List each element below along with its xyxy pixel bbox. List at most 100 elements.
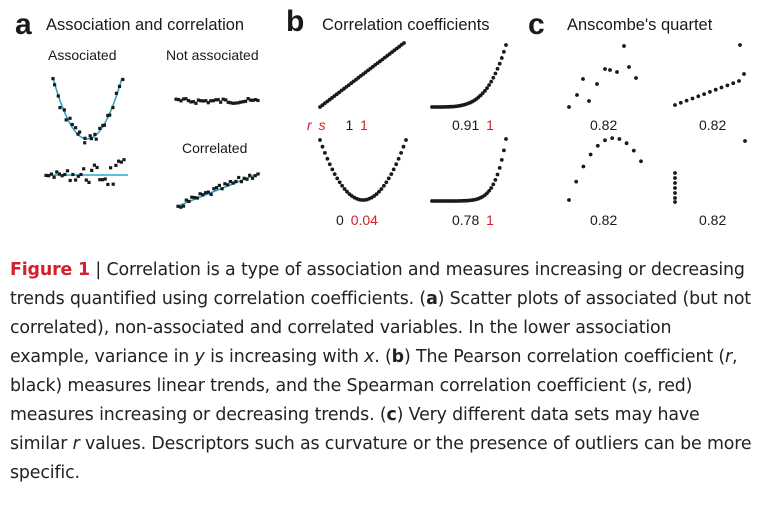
scatter-point: [499, 56, 504, 60]
scatter-point: [504, 43, 508, 47]
scatter-point: [223, 182, 227, 186]
scatter-point: [588, 152, 593, 157]
fit-curve-associated: [52, 77, 123, 140]
scatter-point: [93, 132, 97, 136]
scatter-point: [394, 162, 399, 167]
scatter-point: [404, 138, 408, 142]
scatter-point: [396, 156, 401, 161]
scatter-point: [211, 99, 215, 103]
scatter-point: [241, 100, 245, 104]
scatter-point: [489, 79, 494, 84]
scatter-point: [332, 172, 337, 177]
scatter-point: [242, 176, 246, 180]
scatter-steep-exponential: [430, 137, 508, 203]
scatter-anscombe-4: [673, 139, 747, 204]
scatter-point: [401, 144, 406, 149]
scatter-point: [226, 100, 230, 104]
scatter-point: [103, 177, 107, 181]
coef-exponential: 0.91 1: [452, 117, 494, 133]
scatter-point: [221, 97, 225, 101]
caption-letter-c: c: [386, 405, 397, 425]
scatter-point: [384, 180, 389, 185]
scatter-point: [106, 113, 110, 118]
scatter-point: [574, 179, 579, 184]
coef-steep-exponential: 0.78 1: [452, 212, 494, 228]
scatter-point: [229, 101, 233, 105]
scatter-point: [603, 67, 607, 71]
scatter-anscombe-2: [673, 43, 746, 107]
scatter-point: [495, 172, 500, 177]
scatter-point: [219, 100, 223, 104]
subplot-label-associated: Associated: [48, 47, 116, 63]
scatter-point: [186, 99, 190, 103]
scatter-point: [708, 90, 712, 94]
scatter-associated: [51, 77, 125, 145]
scatter-point: [639, 159, 643, 164]
scatter-correlated: [176, 172, 260, 209]
scatter-point: [176, 204, 180, 208]
scatter-point: [228, 180, 232, 184]
scatter-point: [335, 176, 340, 181]
scatter-point: [179, 205, 183, 209]
caption-text: Correlation is a type of association and…: [10, 260, 745, 309]
scatter-parabola: [318, 138, 408, 202]
panel-a-title: Association and correlation: [46, 16, 244, 34]
panel-c-title: Anscombe's quartet: [567, 16, 713, 34]
scatter-point: [483, 89, 487, 93]
scatter-point: [325, 156, 330, 161]
scatter-not-associated: [174, 97, 260, 105]
scatter-point: [111, 182, 115, 186]
scatter-point: [504, 137, 508, 141]
scatter-point: [248, 98, 253, 102]
scatter-point: [323, 151, 327, 155]
scatter-point: [379, 187, 384, 191]
scatter-point: [198, 192, 202, 196]
scatter-point: [114, 91, 118, 95]
caption-text: ) Scatter plots of associated (but not c…: [10, 289, 751, 367]
caption-text: , red) measures increasing or decreasing…: [10, 376, 693, 425]
scatter-point: [109, 166, 113, 170]
scatter-point: [696, 94, 701, 99]
scatter-point: [399, 151, 403, 155]
scatter-point: [49, 172, 53, 176]
scatter-point: [250, 176, 255, 180]
scatter-point: [92, 163, 96, 167]
caption-var-r: r: [72, 434, 80, 454]
scatter-point: [196, 98, 200, 102]
s-symbol: s: [319, 117, 326, 133]
caption-text: , black) measures linear trends, and the…: [10, 347, 738, 396]
subplot-label-correlated: Correlated: [182, 140, 247, 156]
scatter-point: [330, 167, 335, 172]
scatter-point: [251, 98, 255, 102]
scatter-point: [495, 66, 500, 71]
scatter-point: [201, 193, 205, 197]
caption-text: ) Very different data sets may have simi…: [10, 405, 700, 454]
scatter-point: [100, 178, 105, 182]
scatter-point: [231, 101, 235, 105]
coef-parabola: 0 0.04: [336, 212, 378, 228]
scatter-point: [502, 148, 506, 153]
scatter-point: [52, 175, 56, 179]
scatter-point: [491, 182, 496, 187]
scatter-point: [47, 174, 51, 178]
scatter-point: [499, 158, 504, 162]
caption-text: ) The Pearson correlation coefficient (: [403, 347, 726, 367]
scatter-point: [603, 138, 607, 143]
scatter-point: [108, 113, 112, 117]
scatter-point: [617, 137, 622, 141]
scatter-point: [201, 99, 205, 103]
scatter-point: [206, 190, 210, 194]
panel-b-letter: b: [286, 5, 304, 38]
scatter-point: [62, 108, 66, 112]
scatter-point: [673, 191, 677, 195]
scatter-point: [70, 122, 74, 127]
scatter-point: [76, 174, 80, 178]
scatter-point: [68, 116, 72, 120]
scatter-point: [184, 97, 188, 101]
scatter-point: [44, 173, 48, 177]
caption-var-r: r: [725, 347, 733, 367]
scatter-point: [57, 172, 61, 176]
scatter-point: [60, 174, 64, 178]
scatter-point: [713, 87, 718, 92]
scatter-point: [89, 137, 93, 141]
